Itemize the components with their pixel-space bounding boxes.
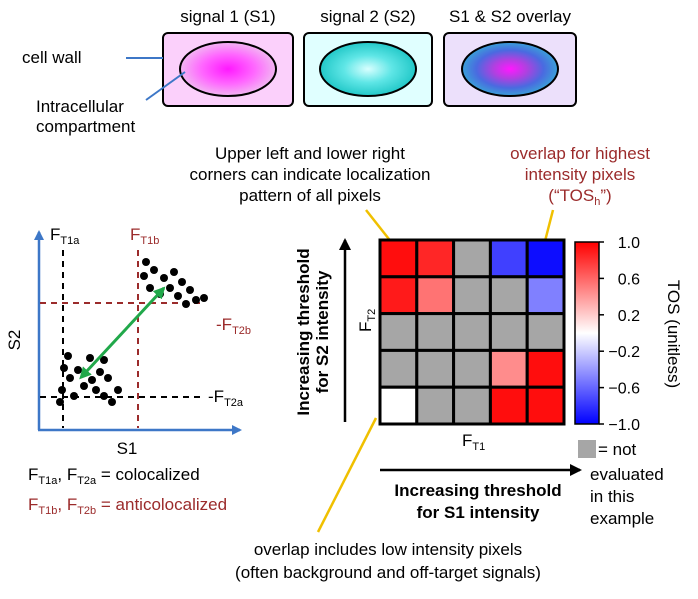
highest-note-1: overlap for highest <box>510 144 650 163</box>
heatmap-cells <box>378 238 566 426</box>
cell-label-s2: signal 2 (S2) <box>320 7 415 26</box>
not-evaluated-text-2: evaluated <box>590 465 664 484</box>
cell-overlay <box>443 32 577 107</box>
heatmap-cell-r1-c1 <box>415 275 456 316</box>
heatmap: Increasing threshold for S2 intensity In… <box>294 238 582 522</box>
scatter-y-label: S2 <box>5 330 24 351</box>
scatter-points-high <box>140 258 208 308</box>
heatmap-cell-r4-c3 <box>488 385 529 426</box>
corners-note-1: Upper left and lower right <box>215 144 405 163</box>
low-note-2: (often background and off-target signals… <box>235 563 541 582</box>
colorbar-tick-label: −0.2 <box>608 344 640 361</box>
compartment-label-2: compartment <box>36 117 135 136</box>
legend-colocalized: FT1a, FT2a = colocalized <box>28 465 200 487</box>
colorbar: 1.0 0.6 0.2 −0.2 −0.6 −1.0 TOS (unitless) <box>574 235 683 434</box>
low-pointer <box>316 417 378 533</box>
heatmap-cell-r0-c2 <box>452 238 492 279</box>
colorbar-tick-label: 0.6 <box>618 271 640 288</box>
heatmap-cell-r3-c1 <box>415 348 456 389</box>
highest-note-2: intensity pixels <box>525 165 636 184</box>
scatter-plot: S2 S1 FT1a FT1b -FT2b -FT2a <box>5 225 251 458</box>
heatmap-cell-r4-c2 <box>452 385 492 426</box>
low-note-1: overlap includes low intensity pixels <box>254 540 522 559</box>
anticorrelation-arrow <box>79 286 166 380</box>
heatmap-cell-r1-c0 <box>378 275 419 316</box>
heatmap-ylabel-2: for S2 intensity <box>313 270 332 393</box>
heatmap-xlabel-2: for S1 intensity <box>417 503 540 522</box>
heatmap-xlabel-1: Increasing threshold <box>394 481 561 500</box>
colorbar-tick-label: −1.0 <box>608 417 640 434</box>
scatter-x-label: S1 <box>117 439 138 458</box>
heatmap-cell-r1-c3 <box>488 275 529 316</box>
not-evaluated-legend: = not evaluated in this example <box>578 440 664 528</box>
cell-s2 <box>303 32 433 107</box>
corners-note-3: pattern of all pixels <box>239 186 381 205</box>
heatmap-cell-r1-c4 <box>525 275 566 316</box>
heatmap-cell-r0-c1 <box>415 238 456 279</box>
heatmap-ylabel-1: Increasing threshold <box>294 248 313 415</box>
heatmap-cell-r3-c2 <box>452 348 492 389</box>
heatmap-cell-r2-c4 <box>525 312 566 352</box>
corners-note-2: corners can indicate localization <box>190 165 431 184</box>
compartment-s1 <box>179 41 277 97</box>
heatmap-cell-r4-c4 <box>525 385 566 426</box>
heatmap-cell-r0-c4 <box>525 238 566 279</box>
compartment-pointer <box>145 71 186 101</box>
heatmap-cell-r4-c1 <box>415 385 456 426</box>
cell-label-overlay: S1 & S2 overlay <box>449 7 571 26</box>
legend-anticolocalized: FT1b, FT2b = anticolocalized <box>28 495 227 517</box>
label-ft2b: -FT2b <box>216 315 251 337</box>
colorbar-tick-label: 0.2 <box>618 308 640 325</box>
heatmap-cell-r2-c1 <box>415 312 456 352</box>
colorbar-gradient <box>574 241 600 425</box>
not-evaluated-text-1: = not <box>598 440 637 459</box>
cell-s1 <box>162 32 294 107</box>
heatmap-cell-r2-c0 <box>378 312 419 352</box>
cell-label-s1: signal 1 (S1) <box>180 7 275 26</box>
label-ft2: FT2 <box>356 309 378 332</box>
label-ft1: FT1 <box>462 431 485 453</box>
heatmap-cell-r3-c4 <box>525 348 566 389</box>
not-evaluated-swatch <box>578 440 596 458</box>
cell-wall-label: cell wall <box>22 48 82 67</box>
label-ft2a: -FT2a <box>208 387 244 409</box>
highest-note-3: (“TOSh”) <box>548 186 611 208</box>
heatmap-cell-r3-c3 <box>488 348 529 389</box>
heatmap-cell-r3-c0 <box>378 348 419 389</box>
heatmap-cell-r2-c2 <box>452 312 492 352</box>
heatmap-cell-r0-c0 <box>378 238 419 279</box>
heatmap-cell-r0-c3 <box>488 238 529 279</box>
colorbar-label: TOS (unitless) <box>664 280 683 388</box>
colorbar-ticks: 1.0 0.6 0.2 −0.2 −0.6 −1.0 <box>599 235 640 434</box>
colorbar-tick-label: 1.0 <box>618 235 640 252</box>
heatmap-cell-r1-c2 <box>452 275 492 316</box>
heatmap-cell-r2-c3 <box>488 312 529 352</box>
not-evaluated-text-3: in this <box>590 487 634 506</box>
colorbar-tick-label: −0.6 <box>608 381 640 398</box>
compartment-s2 <box>319 41 417 97</box>
compartment-label-1: Intracellular <box>36 97 124 116</box>
heatmap-cell-r4-c0 <box>378 385 419 426</box>
compartment-overlay <box>461 41 559 97</box>
label-ft1a: FT1a <box>50 225 80 247</box>
not-evaluated-text-4: example <box>590 509 654 528</box>
label-ft1b: FT1b <box>130 225 159 247</box>
